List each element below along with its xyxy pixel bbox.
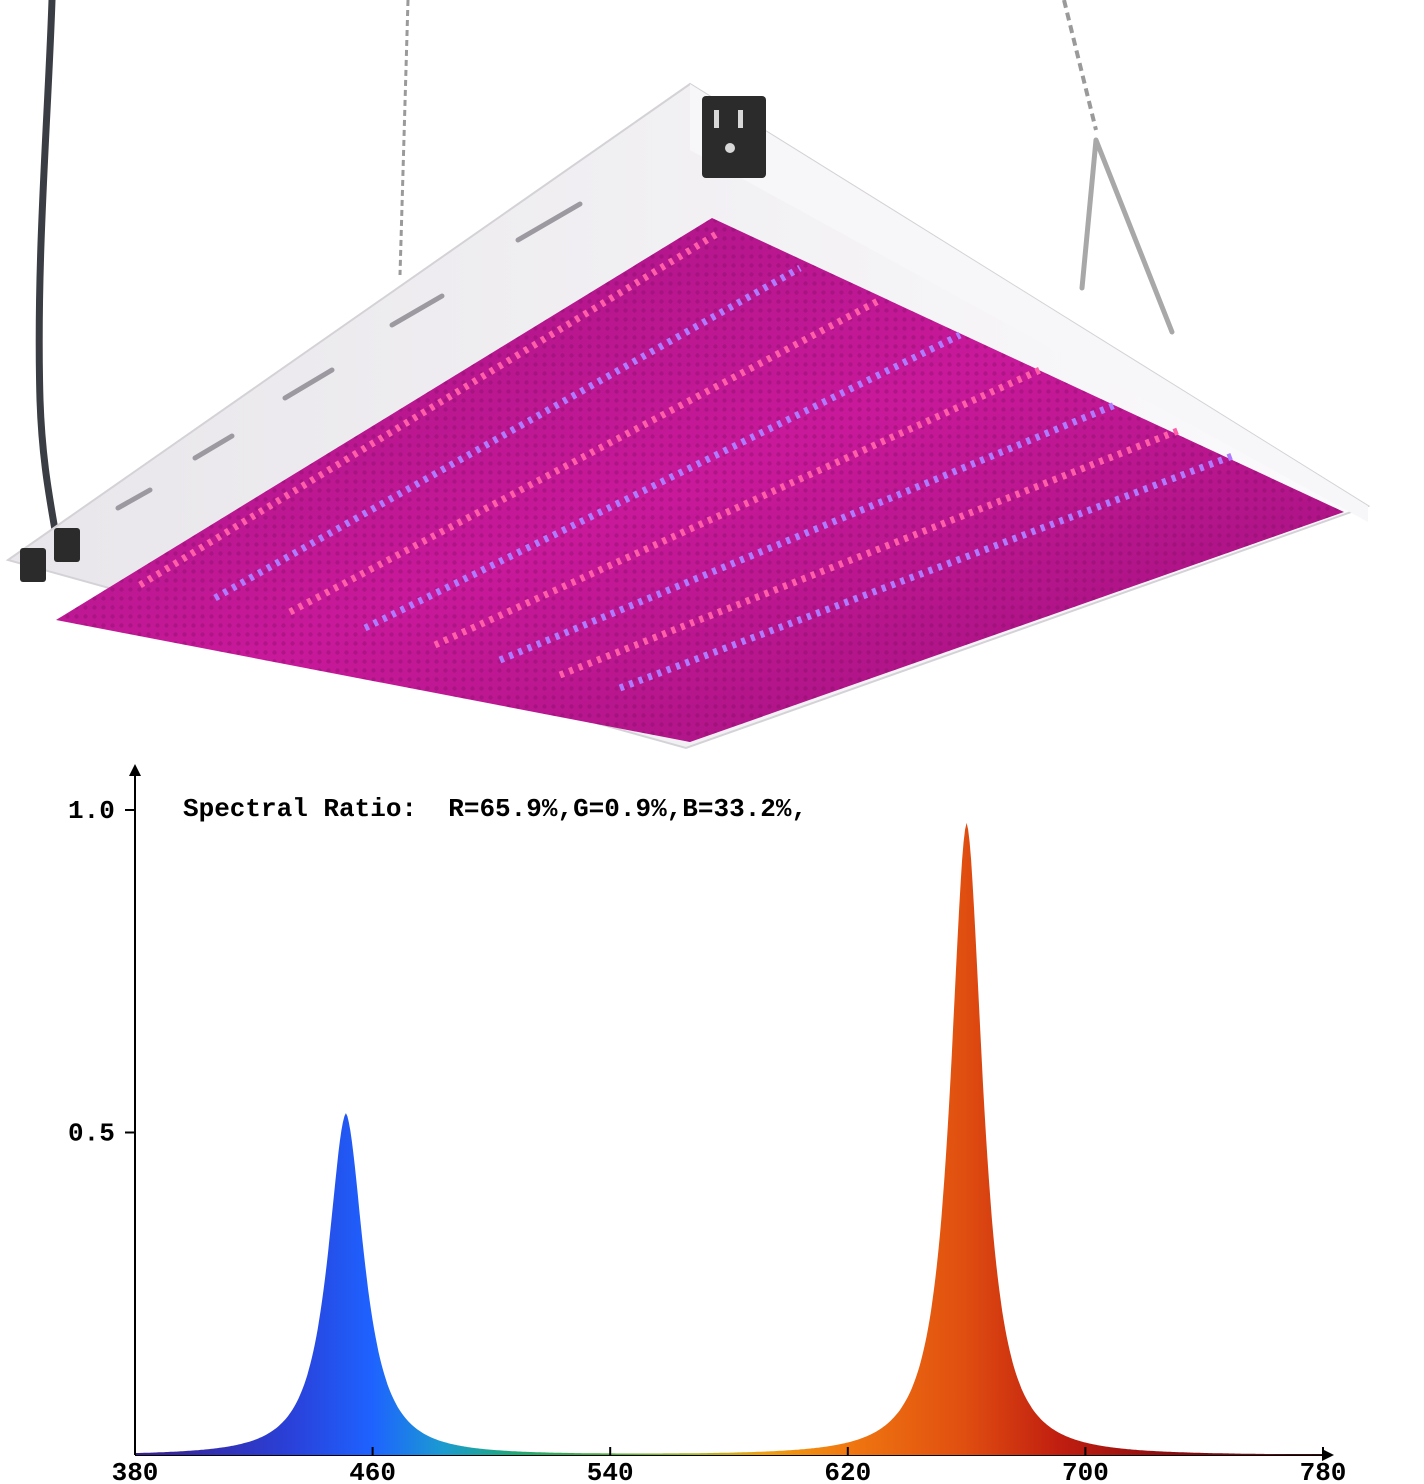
y-axis-arrow bbox=[129, 764, 141, 776]
x-axis-arrow bbox=[1322, 1449, 1334, 1461]
power-outlet-icon bbox=[702, 96, 766, 178]
y-tick-label: 1.0 bbox=[68, 796, 115, 826]
x-tick-label: 380 bbox=[112, 1458, 159, 1484]
spectrum-chart: Spectral Ratio: R=65.9%,G=0.9%,B=33.2%, … bbox=[68, 764, 1347, 1484]
vent-slots bbox=[115, 201, 583, 511]
panel-frame-right-face bbox=[690, 84, 1368, 522]
x-tick-label: 620 bbox=[824, 1458, 871, 1484]
power-cord bbox=[35, 0, 59, 534]
x-tick-label: 780 bbox=[1300, 1458, 1347, 1484]
reflector-dimples bbox=[56, 218, 1344, 742]
led-strips bbox=[138, 229, 1237, 692]
y-tick-label: 0.5 bbox=[68, 1119, 115, 1149]
hanging-chain-left bbox=[398, 0, 410, 276]
x-tick-label: 540 bbox=[587, 1458, 634, 1484]
x-axis-ticks: 380 460 540 620 700 780 bbox=[112, 1447, 1347, 1484]
x-tick-label: 460 bbox=[349, 1458, 396, 1484]
x-tick-label: 700 bbox=[1062, 1458, 1109, 1484]
grow-light-panel-illustration bbox=[5, 0, 1371, 750]
hanging-wire-hook bbox=[1079, 137, 1175, 335]
spectrum-curve bbox=[135, 822, 1323, 1455]
y-axis-ticks: 0.5 1.0 bbox=[68, 796, 135, 1149]
rocker-switch-icon bbox=[20, 528, 80, 582]
chart-title: Spectral Ratio: R=65.9%,G=0.9%,B=33.2%, bbox=[183, 794, 807, 824]
hanging-chain-right bbox=[1062, 0, 1098, 131]
